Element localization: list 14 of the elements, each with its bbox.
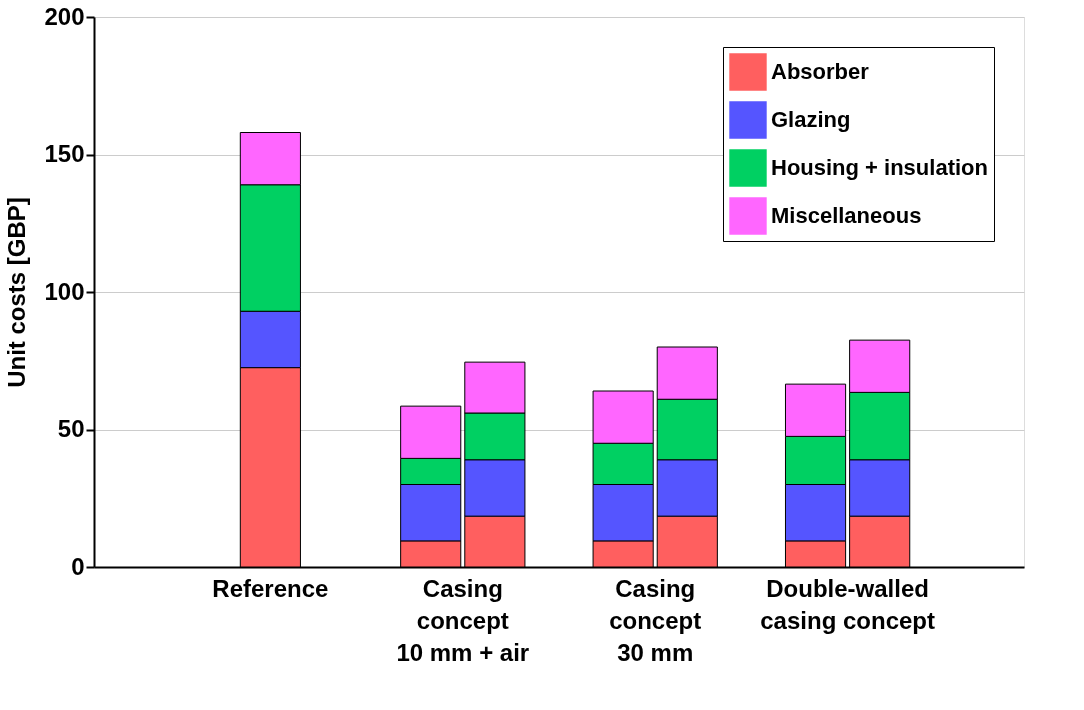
x-tick-label: Casing concept 10 mm + air xyxy=(396,574,530,666)
x-tick-label: Double-walled casing concept xyxy=(760,574,935,634)
legend-label: Housing + insulation xyxy=(771,155,988,180)
y-tick-label: 50 xyxy=(57,415,85,442)
y-tick-label: 150 xyxy=(44,140,85,167)
y-tick-label: 200 xyxy=(44,2,85,30)
legend-label: Miscellaneous xyxy=(771,203,922,228)
y-axis-title: Unit costs [GBP] xyxy=(3,197,31,388)
y-tick-label: 0 xyxy=(71,552,85,580)
x-tick-label: Reference xyxy=(212,574,329,602)
legend-label: Absorber xyxy=(771,59,870,84)
legend-label: Glazing xyxy=(771,107,851,132)
x-tick-label: Casing concept 30 mm xyxy=(609,574,702,666)
y-tick-label: 100 xyxy=(44,277,85,305)
